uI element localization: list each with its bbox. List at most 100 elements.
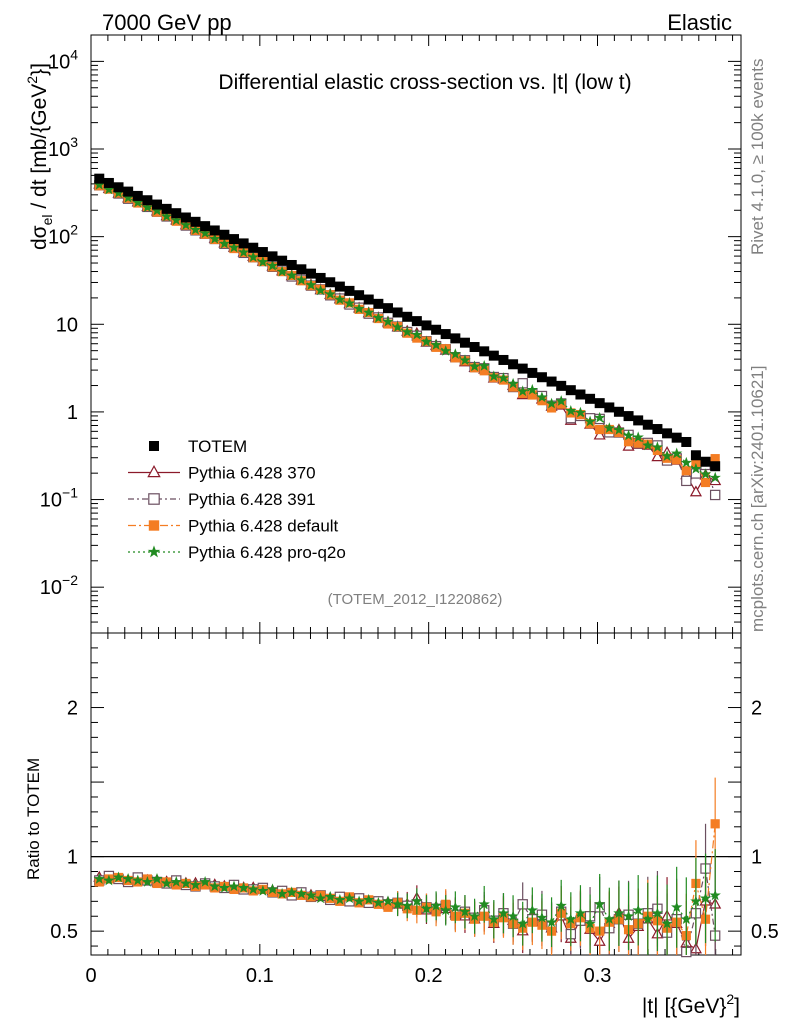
- data-point: [468, 360, 481, 372]
- data-point: [537, 396, 547, 406]
- y-tick-label: 1: [67, 402, 78, 424]
- ratio-point: [334, 893, 346, 905]
- data-point: [160, 210, 173, 222]
- ratio-point: [237, 882, 250, 893]
- data-point: [218, 237, 231, 249]
- data-point: [623, 437, 634, 447]
- ylabel-main: dσ: [28, 225, 51, 250]
- legend-marker: [147, 465, 161, 478]
- ylabel-rest: / dt [mb/{GeV: [28, 84, 51, 215]
- data-point: [613, 406, 624, 417]
- ratio-point: [574, 907, 587, 919]
- ratio-point: [372, 896, 385, 908]
- data-point: [392, 307, 403, 318]
- data-point: [430, 338, 442, 350]
- data-point: [614, 427, 624, 438]
- legend-marker: [148, 493, 160, 505]
- data-point: [689, 485, 702, 497]
- ratio-point: [266, 883, 279, 895]
- xlabel-main: |t| [{GeV}: [642, 995, 726, 1018]
- legend-label: Pythia 6.428 default: [188, 517, 339, 536]
- ratio-point: [420, 902, 433, 914]
- ratio-point: [430, 899, 442, 911]
- data-point: [642, 439, 654, 451]
- data-point: [662, 428, 673, 439]
- data-point: [555, 395, 567, 406]
- data-point: [479, 346, 490, 357]
- y-tick-exp: −1: [62, 485, 78, 501]
- ratio-point: [314, 892, 327, 904]
- ratio-point: [594, 898, 606, 910]
- data-point: [266, 259, 279, 271]
- data-point: [295, 274, 308, 286]
- data-point: [334, 293, 346, 305]
- ratio-point: [680, 913, 692, 925]
- ratio-point: [257, 884, 269, 896]
- ratio-point: [218, 882, 231, 893]
- data-point: [671, 447, 683, 459]
- ratio-point: [517, 917, 529, 929]
- legend-marker: [149, 441, 159, 451]
- mcplots-source-label: mcplots.cern.ch [arXiv:2401.10621]: [748, 366, 767, 632]
- analysis-id-label: (TOTEM_2012_I1220862): [328, 591, 503, 608]
- data-point: [421, 320, 432, 331]
- ratio-point: [160, 877, 173, 889]
- ratio-y-tick-label: 2: [67, 698, 78, 720]
- ratio-point: [247, 883, 259, 895]
- series-pythia-6-428-default: [94, 181, 720, 955]
- header-left-label: 7000 GeV pp: [102, 10, 232, 35]
- ratio-point: [391, 898, 404, 910]
- data-point: [546, 376, 557, 387]
- data-point: [180, 212, 191, 223]
- data-point: [709, 489, 721, 501]
- data-point: [209, 233, 221, 244]
- data-point: [324, 288, 336, 300]
- data-point: [170, 214, 182, 226]
- data-point: [479, 366, 489, 376]
- data-point: [161, 203, 172, 214]
- data-point: [247, 251, 259, 263]
- data-point: [497, 372, 510, 384]
- ratio-point: [565, 913, 577, 925]
- data-point: [248, 242, 259, 253]
- ratio-point: [324, 890, 336, 902]
- data-point: [123, 186, 134, 197]
- top-y-axis-label: dσel / dt [mb/{GeV2}]: [24, 63, 55, 250]
- data-point: [565, 405, 577, 416]
- ratio-point: [536, 911, 548, 923]
- data-point: [334, 281, 345, 292]
- data-point: [141, 201, 154, 213]
- data-point: [391, 321, 404, 332]
- x-tick-label: 0.2: [415, 965, 443, 987]
- ratio-point: [189, 878, 202, 890]
- y-tick-label: 10: [56, 314, 78, 336]
- data-point: [478, 359, 490, 371]
- y-tick-exp: −2: [62, 572, 78, 588]
- data-point: [690, 450, 701, 461]
- data-point: [517, 385, 529, 397]
- data-point: [545, 397, 558, 409]
- rivet-version-label: Rivet 4.1.0, ≥ 100k events: [748, 59, 767, 255]
- ratio-point: [449, 901, 462, 913]
- data-point: [622, 429, 635, 441]
- data-point: [152, 199, 163, 210]
- ratio-point: [690, 895, 702, 907]
- data-point: [633, 415, 644, 426]
- data-point: [344, 285, 355, 296]
- ratio-point: [459, 905, 471, 917]
- ratio-point: [112, 871, 125, 883]
- data-point: [633, 438, 643, 448]
- ratio-point: [93, 872, 105, 884]
- ratio-point: [671, 901, 683, 913]
- ratio-point: [497, 907, 510, 919]
- series-pythia-6-428-pro-q2o: [93, 178, 721, 955]
- data-point: [652, 445, 663, 456]
- legend-label: Pythia 6.428 391: [188, 490, 316, 509]
- x-tick-label: 0.3: [584, 965, 612, 987]
- data-point: [228, 241, 240, 253]
- ratio-point: [286, 886, 298, 898]
- ratio-point: [382, 895, 394, 907]
- ratio-point: [199, 875, 211, 887]
- data-point: [276, 265, 288, 277]
